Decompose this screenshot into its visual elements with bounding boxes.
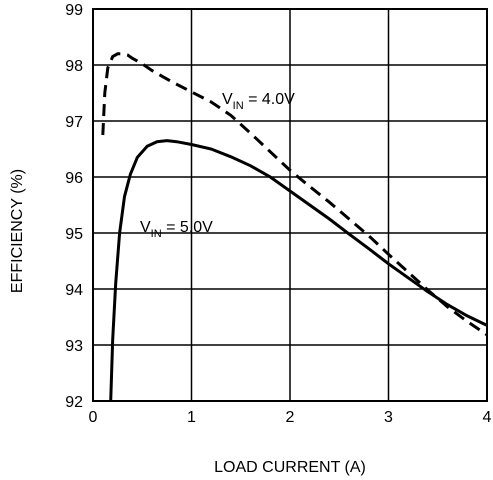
series-label-vin-4v: VIN = 4.0V (222, 91, 295, 112)
series-line-vin-4v (101, 52, 488, 337)
x-tick-label: 0 (89, 409, 98, 426)
y-tick-label: 92 (65, 394, 83, 411)
series-line-vin-5v (109, 139, 488, 402)
y-tick-label: 99 (65, 2, 83, 19)
y-tick-label: 97 (65, 114, 83, 131)
y-axis-title: EFFICIENCY (%) (9, 169, 26, 293)
series-layer (101, 52, 488, 402)
x-tick-label: 3 (384, 409, 393, 426)
y-tick-labels: 92 93 94 95 96 97 98 99 (65, 2, 83, 411)
y-tick-label: 94 (65, 282, 83, 299)
grid-lines (92, 8, 488, 402)
x-tick-labels: 0 1 2 3 4 (89, 409, 492, 426)
x-tick-label: 2 (286, 409, 295, 426)
x-tick-label: 1 (187, 409, 196, 426)
y-tick-label: 95 (65, 226, 83, 243)
y-tick-label: 93 (65, 338, 83, 355)
series-label-vin-5v: VIN = 5.0V (140, 219, 213, 240)
x-tick-label: 4 (483, 409, 492, 426)
x-axis-title: LOAD CURRENT (A) (214, 459, 366, 476)
plot-frame (92, 8, 488, 402)
y-tick-label: 96 (65, 170, 83, 187)
y-tick-label: 98 (65, 58, 83, 75)
